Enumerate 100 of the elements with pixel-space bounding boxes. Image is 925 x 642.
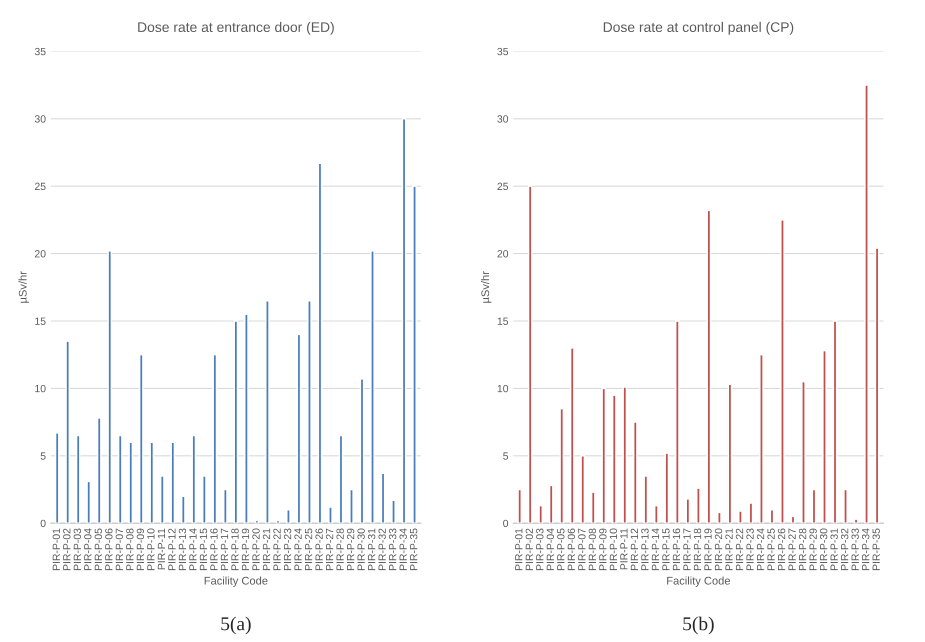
y-axis-title: µSv/hr	[481, 271, 492, 303]
bar	[590, 492, 596, 524]
y-tick-label: 25	[34, 182, 46, 190]
x-tick-label: PIR-P-29	[809, 528, 817, 570]
y-tick-label: 35	[497, 48, 508, 56]
x-tick-label: PIR-P-04	[84, 528, 92, 570]
x-tick-label: PIR-P-20	[252, 528, 260, 570]
bar	[602, 388, 606, 524]
x-tick-label: PIR-P-26	[778, 528, 786, 570]
x-tick-label: PIR-P-23	[746, 528, 754, 570]
x-tick-label: PIR-P-05	[557, 528, 565, 570]
x-tick-label: PIR-P-31	[830, 528, 838, 570]
text: 5(a)	[221, 616, 251, 634]
bar	[832, 320, 838, 524]
x-tick-label: PIR-P-16	[672, 528, 680, 570]
x-tick-label: PIR-P-30	[820, 528, 828, 570]
x-tick-label: PIR-P-19	[242, 528, 250, 570]
x-tick-label: PIR-P-02	[63, 528, 70, 570]
bar	[234, 320, 238, 524]
bar	[622, 386, 628, 524]
bar	[686, 498, 690, 524]
bar	[728, 384, 732, 524]
x-tick-label: PIR-P-15	[662, 528, 670, 570]
bar	[118, 434, 123, 524]
x-tick-label: PIR-P-17	[683, 528, 691, 570]
x-tick-label: PIR-P-24	[294, 528, 302, 570]
bar	[402, 118, 406, 524]
bar	[812, 488, 816, 524]
bar	[770, 509, 774, 524]
bar	[633, 421, 638, 524]
x-tick-label: PIR-P-32	[378, 528, 386, 570]
bar	[559, 408, 564, 524]
bar	[338, 434, 344, 524]
bar	[801, 380, 806, 524]
x-tick-label: PIR-P-08	[126, 528, 134, 570]
bar	[822, 350, 827, 524]
x-tick-label: PIR-P-10	[147, 528, 155, 570]
x-tick-label: PIR-P-28	[336, 528, 344, 570]
y-tick-label: 20	[497, 250, 508, 258]
bar	[160, 475, 165, 524]
bar	[854, 518, 858, 524]
x-tick-label: PIR-P-14	[652, 528, 660, 570]
y-tick-label: 30	[497, 115, 508, 123]
bar	[412, 185, 417, 524]
x-tick-label: PIR-P-01	[515, 528, 522, 570]
bar	[107, 250, 112, 524]
x-tick-label: PIR-P-09	[599, 528, 607, 570]
bar	[864, 84, 869, 524]
bar	[254, 520, 260, 524]
bar	[150, 442, 154, 524]
x-tick-label: PIR-P-27	[788, 528, 796, 570]
bar	[528, 185, 532, 524]
bar	[706, 210, 712, 524]
x-tick-label: PIR-P-10	[610, 528, 618, 570]
bar	[748, 502, 754, 524]
bar	[139, 354, 144, 524]
x-tick-label: PIR-P-31	[368, 528, 376, 570]
x-tick-label: PIR-P-24	[756, 528, 764, 570]
x-tick-label: PIR-P-08	[588, 528, 596, 570]
x-tick-label: PIR-P-22	[273, 528, 281, 570]
bar	[86, 480, 91, 524]
x-tick-label: PIR-P-35	[410, 528, 418, 570]
bar	[360, 378, 364, 524]
y-tick-label: 0	[40, 520, 46, 528]
bar	[54, 432, 60, 524]
x-tick-label: PIR-P-12	[630, 528, 638, 570]
bar	[181, 496, 186, 524]
x-tick-label: PIR-P-13	[641, 528, 649, 570]
x-tick-label: PIR-P-32	[840, 528, 848, 570]
x-tick-label: PIR-P-18	[694, 528, 702, 570]
bar	[874, 248, 880, 524]
bar	[76, 434, 80, 524]
bar	[738, 510, 743, 524]
bar	[96, 417, 102, 524]
x-tick-label: PIR-P-20	[714, 528, 722, 570]
bar	[380, 472, 386, 524]
x-tick-label: PIR-P-06	[105, 528, 113, 570]
x-tick-label: PIR-P-07	[578, 528, 586, 570]
y-tick-label: 0	[503, 520, 508, 528]
bar	[370, 250, 375, 524]
x-tick-label: PIR-P-34	[862, 528, 870, 570]
x-tick-label: PIR-P-01	[52, 528, 60, 570]
y-tick-label: 35	[34, 48, 46, 56]
x-tick-label: PIR-P-34	[399, 528, 407, 570]
bar	[192, 434, 196, 524]
x-tick-label: PIR-P-02	[526, 528, 533, 570]
y-tick-label: 20	[34, 250, 46, 258]
x-tick-label: PIR-P-28	[798, 528, 806, 570]
x-tick-label: PIR-P-18	[231, 528, 239, 570]
bar	[790, 516, 796, 524]
x-tick-label: PIR-P-07	[116, 528, 124, 570]
bar	[318, 162, 322, 524]
bar	[696, 487, 701, 524]
bar	[759, 354, 764, 524]
chart-title: Dose rate at entrance door (ED)	[138, 22, 334, 35]
x-tick-label: PIR-P-22	[736, 528, 744, 570]
bar	[843, 488, 848, 524]
x-tick-label: PIR-P-23	[284, 528, 292, 570]
bar	[644, 475, 648, 524]
x-tick-label: PIR-P-05	[94, 528, 102, 570]
